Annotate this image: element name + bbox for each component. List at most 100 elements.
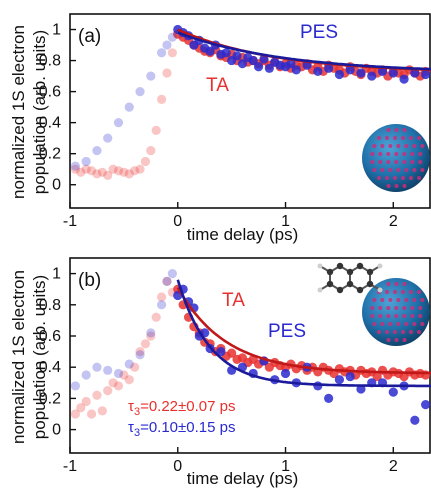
pes-data-point [324, 393, 334, 403]
pes-data-point [113, 368, 124, 379]
ligand-molecule-icon [317, 262, 383, 294]
pes-data-point [162, 40, 172, 50]
ta-data-point [81, 164, 91, 174]
pes-data-point [81, 370, 91, 380]
panel-label: (a) [78, 26, 101, 47]
y-tick-label: 0.4 [39, 115, 61, 132]
nanocrystal-sphere-icon [362, 278, 430, 346]
ta-data-point [140, 339, 151, 349]
x-tick-label: 1 [281, 458, 290, 475]
pes-data-point [421, 400, 431, 410]
x-tick-label: 2 [389, 458, 398, 475]
pes-data-point [237, 59, 248, 69]
pes-data-point [313, 66, 323, 77]
pes-data-point [388, 68, 398, 78]
pes-data-point [124, 359, 134, 369]
nanocrystal-sphere-icon [362, 124, 430, 192]
ta-data-point [156, 94, 167, 104]
pes-data-point [324, 63, 334, 73]
y-tick-label: 0.6 [39, 84, 61, 101]
ta-data-point [119, 370, 129, 380]
y-tick-label: 0 [52, 422, 61, 439]
pes-data-point [388, 387, 398, 397]
pes-data-point [377, 66, 388, 77]
ta-data-point [130, 166, 140, 176]
ta-data-point [146, 331, 156, 341]
y-tick-label: 0.6 [39, 328, 61, 345]
ta-data-point [108, 164, 118, 174]
pes-data-point [103, 133, 113, 143]
pes-data-point [216, 347, 226, 357]
ta-data-point [156, 292, 167, 302]
ta-series-label: TA [222, 290, 245, 311]
ta-data-point [70, 164, 80, 174]
pes-data-point [334, 375, 345, 385]
pes-data-point [103, 365, 113, 375]
x-tick-label: 1 [281, 213, 290, 230]
pes-data-point [70, 161, 80, 171]
pes-data-point [167, 269, 177, 279]
x-tick-label: -1 [63, 458, 77, 475]
plot-frame [69, 257, 431, 454]
pes-data-point [92, 362, 102, 372]
pes-data-point [135, 350, 145, 360]
y-tick-label: 0.2 [39, 146, 61, 163]
pes-data-point [356, 68, 366, 78]
plot-frame [69, 13, 431, 209]
pes-data-point [156, 48, 167, 58]
ta-data-point [81, 396, 91, 407]
ta-data-point [372, 371, 382, 382]
pes-data-point [264, 63, 274, 73]
pes-data-point [280, 368, 291, 379]
pes-data-point [146, 71, 156, 81]
ta-data-point [108, 378, 118, 388]
ta-data-point [86, 409, 97, 419]
ta-data-point [167, 48, 177, 58]
ta-data-point [86, 166, 97, 176]
pes-data-point [367, 71, 377, 81]
ta-data-point [124, 375, 134, 385]
ta-data-point [135, 347, 145, 357]
ta-data-point [103, 386, 113, 396]
pes-data-point [410, 415, 420, 425]
x-tick-label: 0 [173, 458, 182, 475]
pes-data-point [162, 276, 172, 286]
tau-annotation: τ3=0.22±0.07 ps [128, 398, 235, 418]
ta-data-point [146, 145, 156, 156]
ylabel-line-2-b: population (arb. units) [30, 275, 49, 439]
pes-data-point [146, 328, 156, 338]
ta-data-point [92, 390, 102, 400]
pes-data-point [421, 69, 431, 80]
ta-data-point [135, 164, 145, 174]
pes-data-point [81, 156, 91, 167]
ta-data-point [92, 169, 102, 179]
ta-data-point [119, 167, 129, 177]
pes-data-point [345, 65, 355, 75]
pes-data-point [92, 145, 102, 156]
pes-data-point [221, 48, 231, 58]
y-tick-label: 0.4 [39, 359, 61, 376]
ta-data-point [140, 156, 151, 167]
ta-fit-curve [176, 286, 431, 375]
ta-data-point [97, 406, 107, 416]
ta-data-point [70, 409, 80, 419]
pes-series-label: PES [268, 321, 306, 342]
pes-data-point [399, 74, 409, 84]
y-tick-label: 1 [52, 266, 61, 283]
ta-series-label: TA [206, 75, 229, 96]
pes-data-point [167, 32, 177, 42]
pes-data-point [232, 51, 242, 61]
pes-series-label: PES [300, 22, 338, 43]
y-tick-label: 0 [52, 177, 61, 194]
y-tick-label: 0.2 [39, 390, 61, 407]
ta-data-point [227, 348, 237, 358]
pes-data-point [113, 118, 124, 128]
pes-data-point [124, 102, 134, 112]
pes-data-point [70, 381, 80, 391]
ta-data-point [124, 169, 134, 179]
y-tick-label: 0.8 [39, 297, 61, 314]
ta-data-point [113, 166, 124, 176]
ta-data-point [103, 170, 113, 181]
